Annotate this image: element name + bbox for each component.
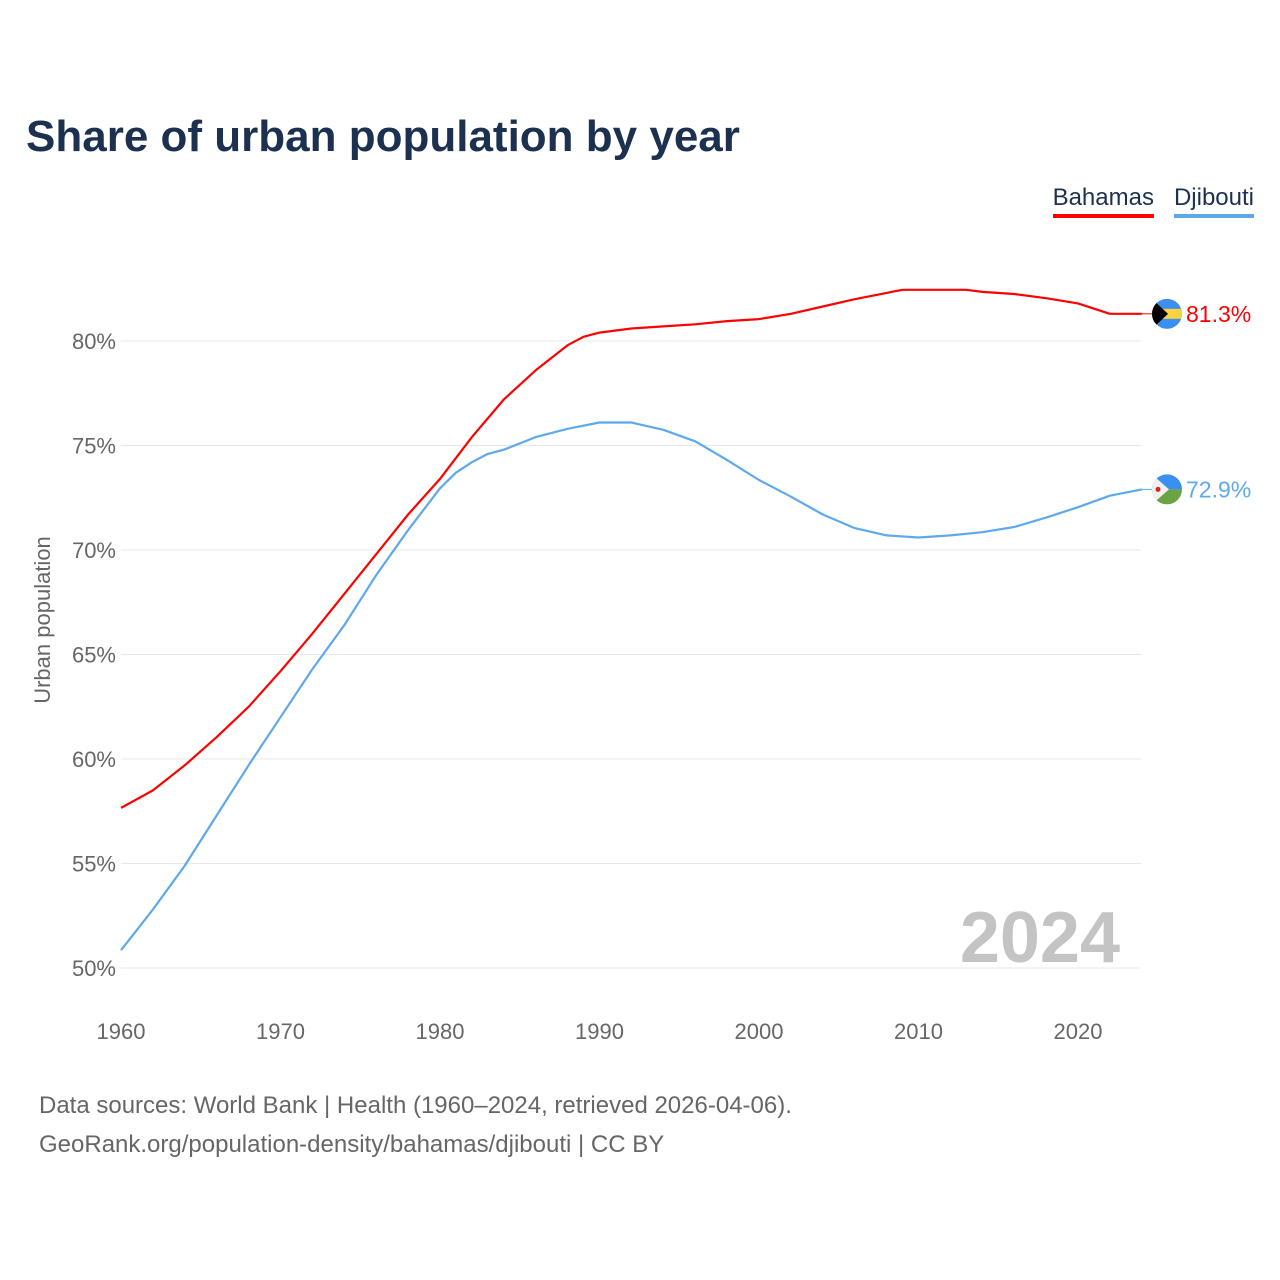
x-tick-label: 2020 (1054, 1019, 1103, 1044)
djibouti-flag-icon (1152, 474, 1182, 505)
x-tick-label: 1990 (575, 1019, 624, 1044)
watermark-year: 2024 (960, 898, 1120, 978)
line-chart: Urban population 2024 50% 55% 60% 65% 70% 75%… (30, 288, 1251, 1044)
x-tick-label: 1980 (416, 1019, 465, 1044)
y-tick-label: 80% (72, 329, 116, 354)
footer: Data sources: World Bank | Health (1960–… (39, 1086, 792, 1164)
legend: Bahamas Djibouti (1052, 184, 1254, 218)
series-line-bahamas[interactable] (120, 288, 1142, 809)
data-sources: Data sources: World Bank | Health (1960–… (39, 1092, 792, 1119)
source-link[interactable]: GeoRank.org/population-density/bahamas/d… (39, 1131, 665, 1158)
series-line-djibouti[interactable] (120, 421, 1143, 951)
y-tick-label: 70% (72, 538, 116, 563)
bahamas-flag-icon (1152, 298, 1182, 329)
end-value-label: 72.9% (1186, 476, 1251, 502)
y-tick-label: 50% (72, 956, 116, 981)
y-tick-label: 75% (72, 434, 116, 459)
x-tick-label: 1970 (256, 1019, 305, 1044)
legend-item-bahamas[interactable]: Bahamas (1052, 184, 1154, 218)
x-tick-label: 1960 (97, 1019, 146, 1044)
x-tick-label: 2010 (894, 1019, 943, 1044)
chart-title: Share of urban population by year (26, 112, 740, 161)
y-tick-label: 55% (72, 852, 116, 877)
y-tick-label: 65% (72, 643, 116, 668)
x-tick-label: 2000 (735, 1019, 784, 1044)
y-tick-label: 60% (72, 747, 116, 772)
legend-item-djibouti[interactable]: Djibouti (1173, 184, 1254, 218)
y-axis-label: Urban population (30, 536, 55, 704)
end-value-label: 81.3% (1186, 301, 1251, 327)
